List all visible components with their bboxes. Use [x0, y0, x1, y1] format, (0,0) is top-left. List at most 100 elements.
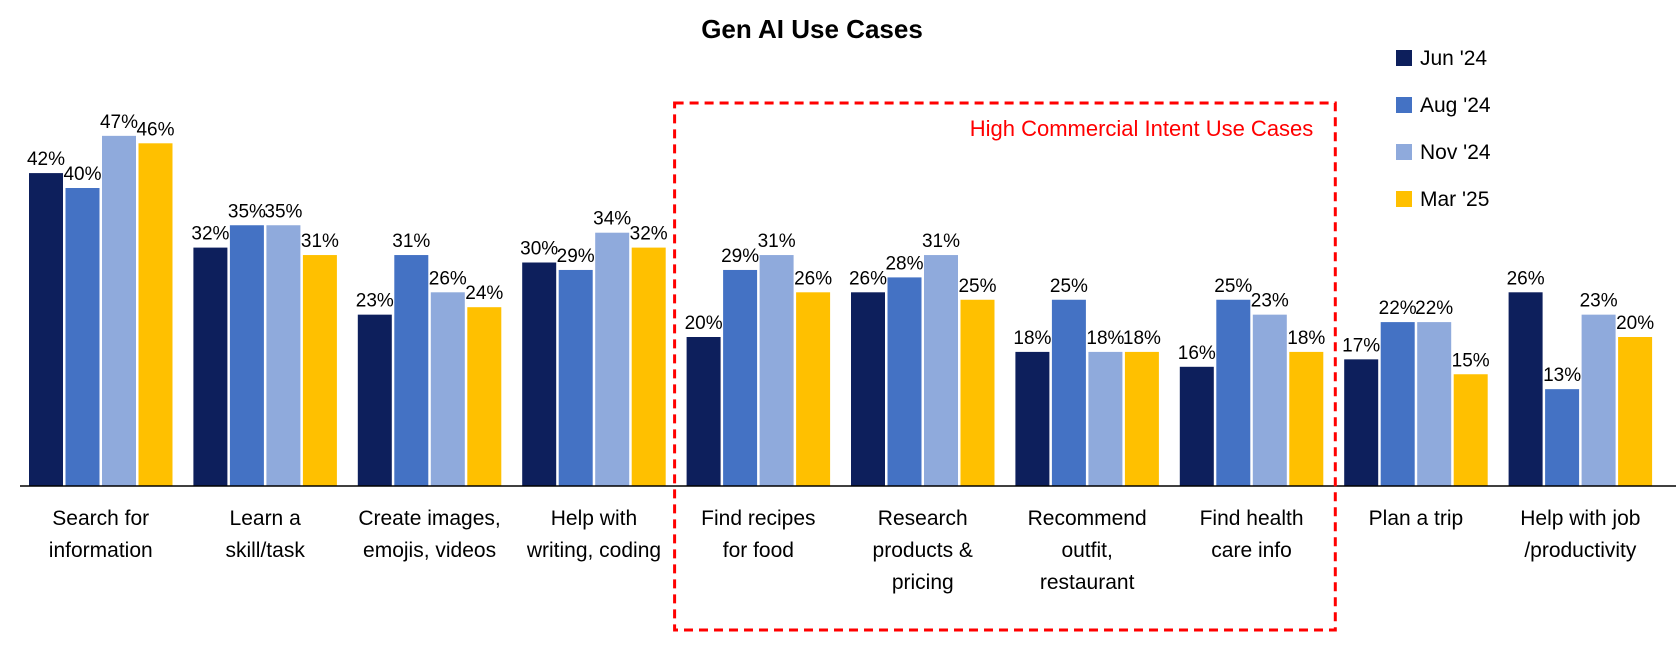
category-label-line: care info: [1211, 539, 1292, 562]
data-label-0-3: 46%: [136, 119, 174, 140]
bar-3-3: [631, 247, 666, 486]
category-label-line: information: [49, 539, 153, 562]
bar-8-0: [1344, 359, 1379, 486]
bar-9-3: [1618, 337, 1653, 486]
data-label-4-0: 20%: [685, 313, 723, 334]
category-label-line: emojis, videos: [363, 539, 496, 562]
data-label-8-1: 22%: [1379, 298, 1417, 319]
data-label-4-2: 31%: [758, 231, 796, 252]
bar-7-3: [1289, 351, 1324, 486]
bars-layer: [29, 135, 1653, 487]
category-label-line: for food: [723, 539, 794, 562]
data-label-3-3: 32%: [630, 224, 668, 245]
data-label-7-3: 18%: [1287, 328, 1325, 349]
bar-7-2: [1252, 314, 1287, 486]
legend-label-1: Aug '24: [1420, 94, 1491, 117]
bar-7-1: [1216, 299, 1251, 486]
category-labels: Search for information Learn a skill/task Cr…: [49, 507, 1641, 594]
data-label-6-3: 18%: [1123, 328, 1161, 349]
data-label-5-2: 31%: [922, 231, 960, 252]
category-label-line: outfit,: [1061, 539, 1112, 562]
bar-0-1: [65, 188, 100, 486]
data-label-6-0: 18%: [1013, 328, 1051, 349]
category-label-line: Create images,: [358, 507, 500, 530]
data-label-3-2: 34%: [593, 209, 631, 230]
data-label-9-1: 13%: [1543, 365, 1581, 386]
category-label-line: Plan a trip: [1369, 507, 1464, 530]
bar-3-1: [558, 269, 593, 486]
data-label-7-1: 25%: [1214, 276, 1252, 297]
bar-7-0: [1179, 366, 1214, 486]
data-label-2-1: 31%: [392, 231, 430, 252]
data-label-3-0: 30%: [520, 239, 558, 260]
category-label-line: pricing: [892, 571, 954, 594]
data-label-6-2: 18%: [1086, 328, 1124, 349]
category-label-line: Find recipes: [701, 507, 815, 530]
legend-swatch-3: [1396, 191, 1412, 207]
data-label-7-0: 16%: [1178, 343, 1216, 364]
category-label-line: products &: [873, 539, 973, 562]
bar-4-2: [759, 255, 794, 486]
bar-9-2: [1581, 314, 1616, 486]
bar-0-0: [29, 173, 63, 486]
legend-label-2: Nov '24: [1420, 141, 1491, 164]
category-label-line: restaurant: [1040, 571, 1135, 594]
bar-8-2: [1417, 322, 1452, 486]
bar-8-3: [1453, 374, 1488, 486]
category-label-line: Recommend: [1028, 507, 1147, 530]
category-label-3: Help with writing, coding: [526, 507, 661, 562]
category-label-line: Search for: [52, 507, 149, 530]
data-label-5-3: 25%: [958, 276, 996, 297]
legend-label-3: Mar '25: [1420, 188, 1489, 211]
bar-4-0: [686, 337, 721, 486]
data-label-2-3: 24%: [465, 283, 503, 304]
highlight-label: High Commercial Intent Use Cases: [970, 116, 1314, 141]
bar-5-2: [924, 255, 958, 486]
category-label-5: Research products & pricing: [873, 507, 973, 594]
category-label-4: Find recipes for food: [701, 507, 815, 562]
bar-2-3: [467, 307, 502, 486]
data-label-0-0: 42%: [27, 149, 65, 170]
bar-6-2: [1088, 351, 1123, 486]
data-label-1-3: 31%: [301, 231, 339, 252]
data-label-1-2: 35%: [264, 201, 302, 222]
data-label-0-1: 40%: [63, 164, 101, 185]
bar-0-3: [138, 143, 173, 487]
category-label-line: writing, coding: [526, 539, 661, 562]
bar-1-0: [193, 247, 228, 486]
category-label-7: Find health care info: [1200, 507, 1304, 562]
data-label-4-1: 29%: [721, 246, 759, 267]
bar-3-2: [595, 232, 630, 486]
data-label-3-1: 29%: [557, 246, 595, 267]
data-label-2-0: 23%: [356, 291, 394, 312]
legend: Jun '24 Aug '24 Nov '24 Mar '25: [1396, 47, 1491, 211]
data-label-9-0: 26%: [1507, 268, 1545, 289]
legend-label-0: Jun '24: [1420, 47, 1487, 70]
category-label-0: Search for information: [49, 507, 153, 562]
data-label-6-1: 25%: [1050, 276, 1088, 297]
bar-0-2: [102, 135, 136, 486]
category-label-line: Learn a: [230, 507, 302, 530]
category-label-2: Create images, emojis, videos: [358, 507, 500, 562]
bar-6-0: [1015, 351, 1050, 486]
bar-4-1: [723, 269, 758, 486]
category-label-6: Recommend outfit, restaurant: [1028, 507, 1147, 594]
legend-swatch-0: [1396, 50, 1412, 66]
legend-swatch-2: [1396, 144, 1412, 160]
bar-6-3: [1124, 351, 1159, 486]
data-labels-layer: 42%40%47%46%32%35%35%31%23%31%26%24%30%2…: [27, 112, 1654, 386]
category-label-line: Find health: [1200, 507, 1304, 530]
data-label-0-2: 47%: [100, 112, 138, 133]
bar-8-1: [1380, 322, 1415, 486]
category-label-1: Learn a skill/task: [225, 507, 305, 562]
data-label-1-1: 35%: [228, 201, 266, 222]
legend-swatch-1: [1396, 97, 1412, 113]
bar-6-1: [1051, 299, 1086, 486]
data-label-9-3: 20%: [1616, 313, 1654, 334]
data-label-9-2: 23%: [1580, 291, 1618, 312]
category-label-line: Help with job: [1520, 507, 1640, 530]
category-label-line: Help with: [551, 507, 637, 530]
bar-2-1: [394, 255, 429, 486]
chart-title: Gen AI Use Cases: [701, 14, 923, 44]
